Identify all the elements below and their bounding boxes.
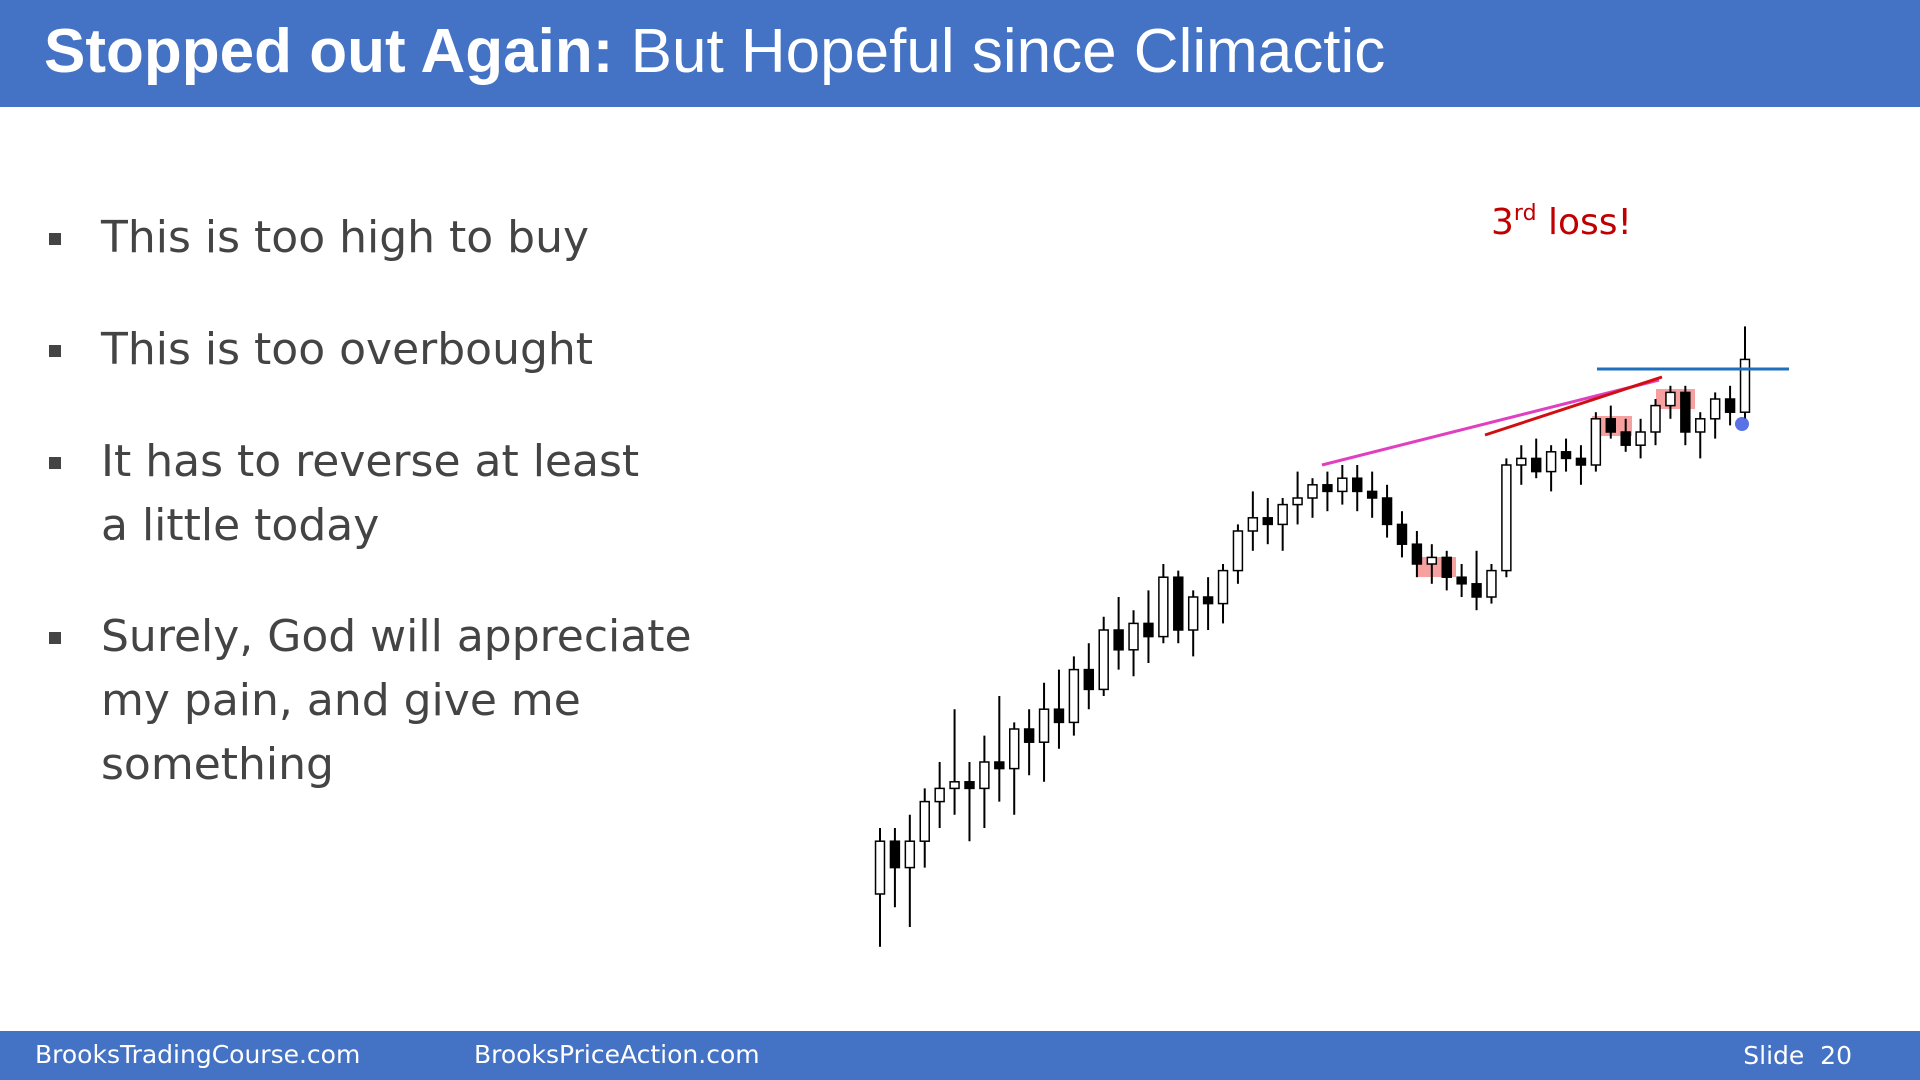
candle-body (1158, 576, 1169, 638)
footer-link: BrooksTradingCourse.com (35, 1040, 360, 1069)
candle-body (1545, 451, 1557, 473)
candle-body (1665, 391, 1676, 407)
candle-body (979, 761, 990, 790)
trend-line (1484, 375, 1663, 437)
annotation-sup: rd (1514, 201, 1537, 226)
bullet-text: something (101, 739, 334, 790)
candle-body (1098, 629, 1109, 691)
candle-body (1620, 431, 1631, 446)
cursor (1735, 417, 1749, 431)
bullet-marker (49, 457, 61, 469)
candle-body (1739, 358, 1751, 413)
trend-line (1321, 378, 1660, 467)
bullet-marker (49, 233, 61, 245)
candle-body (1068, 668, 1080, 724)
annotation-text: loss! (1537, 202, 1632, 243)
candle-body (1277, 503, 1288, 526)
title: Stopped out Again: But Hopeful since Cli… (44, 17, 1385, 86)
candle-body (1307, 484, 1318, 499)
candle-body (1038, 708, 1050, 743)
candle-body (1009, 728, 1020, 770)
candle-body (1501, 464, 1512, 572)
candle-body (1456, 576, 1467, 585)
candle-body (1128, 622, 1139, 651)
candle-body (1262, 517, 1273, 526)
bullet-text: It has to reverse at least (101, 436, 639, 487)
candle-body (1486, 569, 1497, 598)
candle-body (1411, 543, 1423, 565)
chart (874, 326, 1751, 947)
candle-body (1023, 728, 1035, 743)
candle-body (1695, 418, 1706, 433)
candle-body (1083, 668, 1095, 691)
candle-body (994, 761, 1005, 770)
candle-body (1173, 576, 1184, 631)
footer-bar (0, 1031, 1920, 1080)
candle-body (934, 787, 945, 803)
candle-body (1724, 398, 1736, 413)
candle-body (1680, 391, 1691, 433)
candle-body (889, 840, 901, 869)
candle-body (1560, 451, 1572, 460)
bullet-marker (49, 345, 61, 357)
bullet-text: Surely, God will appreciate (101, 611, 692, 662)
bullet-text: a little today (101, 500, 379, 551)
candle-body (1605, 418, 1617, 433)
candle-body (1471, 583, 1482, 598)
candle-body (1441, 556, 1452, 578)
candle-body (1635, 431, 1646, 446)
bullet-text: my pain, and give me (101, 675, 581, 726)
candle-body (1590, 418, 1602, 466)
candle-body (1709, 398, 1721, 420)
footer-link: BrooksPriceAction.com (474, 1040, 760, 1069)
slide-number: Slide 20 (1743, 1041, 1852, 1070)
candle-body (1217, 569, 1229, 605)
title-rest: But Hopeful since Climactic (613, 17, 1385, 86)
candle-body (1143, 622, 1154, 638)
candle-body (964, 781, 975, 790)
candle-body (1396, 523, 1408, 545)
candle-body (904, 840, 916, 869)
candle-body (1575, 457, 1587, 466)
candle-body (919, 800, 930, 842)
bullet-text: This is too overbought (100, 324, 593, 375)
candle-body (1053, 708, 1065, 724)
candle-body (1322, 484, 1333, 493)
candle-body (1202, 596, 1214, 605)
candle-body (1337, 477, 1348, 493)
candle-body (1381, 497, 1393, 526)
candle-body (1530, 457, 1542, 473)
candle-body (1113, 629, 1124, 651)
candle-body (1366, 490, 1378, 499)
bullet-list: This is too high to buy This is too overb… (49, 212, 692, 790)
candle-body (1352, 477, 1363, 493)
candle-body (1187, 596, 1199, 631)
bullet-marker (49, 632, 61, 644)
bullet-text: This is too high to buy (100, 212, 589, 263)
title-bold: Stopped out Again: (44, 17, 613, 86)
title-bar (0, 0, 1920, 107)
candle-body (1516, 457, 1527, 466)
annotation: 3rd loss! (1491, 201, 1632, 243)
candle-body (1426, 556, 1438, 565)
candle-body (1247, 517, 1259, 532)
annotation-number: 3 (1491, 202, 1514, 243)
candle-body (1650, 404, 1661, 433)
candle-body (874, 840, 886, 895)
candle-body (1232, 530, 1244, 572)
candle-body (1292, 497, 1303, 506)
candle-body (949, 781, 960, 790)
